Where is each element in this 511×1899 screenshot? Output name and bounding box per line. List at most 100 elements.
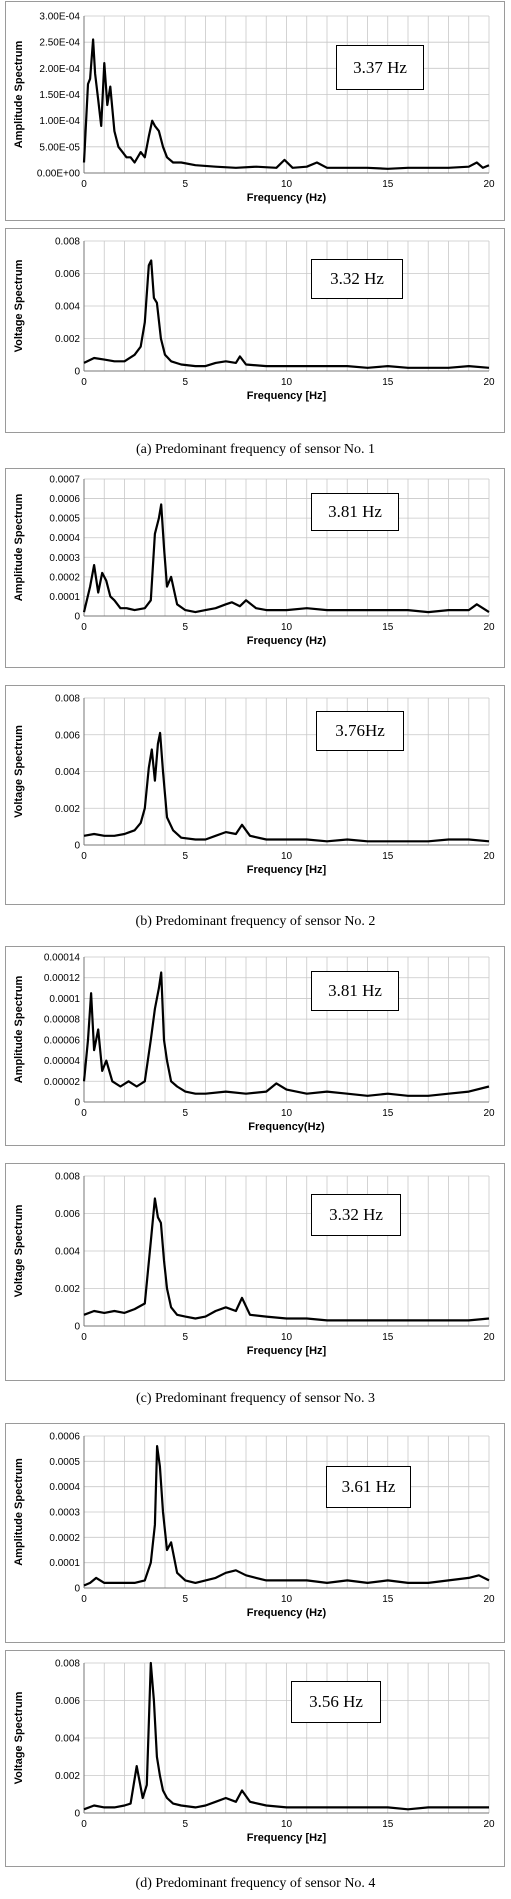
y-tick-label: 0.00004 (44, 1056, 81, 1067)
y-tick-label: 0.0005 (49, 1457, 80, 1468)
y-tick-label: 0.004 (55, 767, 80, 778)
x-tick-label: 10 (281, 851, 293, 862)
y-tick-label: 0 (74, 1098, 80, 1109)
chart-panel: 0.00E+00 5.00E-05 1.00E-04 1.50E-04 2.00E-04… (5, 1, 505, 221)
x-tick-label: 5 (182, 1819, 188, 1830)
x-tick-label: 15 (382, 622, 394, 633)
y-axis-title: Amplitude Spectrum (13, 41, 25, 149)
y-axis-title: Amplitude Spectrum (13, 976, 25, 1084)
y-axis-title: Voltage Spectrum (13, 1204, 25, 1297)
peak-frequency-label: 3.37 Hz (336, 45, 424, 90)
x-tick-label: 5 (182, 377, 188, 388)
peak-frequency-label: 3.32 Hz (311, 259, 403, 299)
y-tick-label: 0.0007 (49, 475, 80, 486)
chart-panel: 0 0.0001 0.0002 0.0003 0.0004 0.0005 0.0006 0 5 1… (5, 1423, 505, 1643)
x-axis-title: Frequency (Hz) (247, 192, 327, 204)
y-tick-label: 0.00E+00 (37, 169, 81, 180)
y-tick-label: 0.00014 (44, 953, 81, 964)
x-tick-label: 20 (483, 622, 495, 633)
x-tick-label: 20 (483, 377, 495, 388)
y-tick-label: 0.0002 (49, 572, 80, 583)
x-tick-label: 10 (281, 1594, 293, 1605)
chart-svg: 0 0.0001 0.0002 0.0003 0.0004 0.0005 0.0006 0.0… (13, 475, 495, 648)
caption-sensor-3: (c) Predominant frequency of sensor No. … (135, 1391, 376, 1406)
y-tick-label: 0.00008 (44, 1015, 81, 1026)
y-tick-label: 0.0001 (49, 1558, 80, 1569)
spectrum-series-line (83, 1445, 490, 1587)
y-tick-label: 0.006 (55, 1696, 80, 1707)
y-tick-label: 0.0005 (49, 514, 80, 525)
spectrum-series-line (82, 38, 490, 170)
chart-panel: 0 0.002 0.004 0.006 0.008 0 5 10 15 20 Frequency [… (5, 228, 505, 433)
spectrum-series-line (82, 503, 490, 614)
y-tick-label: 0.008 (55, 694, 80, 705)
y-tick-label: 0.008 (55, 1172, 80, 1183)
caption-sensor-1: (a) Predominant frequency of sensor No. … (135, 442, 376, 457)
x-tick-label: 5 (182, 1332, 188, 1343)
y-axis-title: Amplitude Spectrum (13, 1458, 25, 1566)
x-tick-label: 0 (81, 1332, 87, 1343)
chart-svg: 0 0.002 0.004 0.006 0.008 0 5 10 15 20 Frequency [… (13, 1172, 495, 1358)
x-axis-title: Frequency [Hz] (247, 390, 327, 402)
y-tick-label: 0.0003 (49, 553, 80, 564)
y-tick-label: 0 (74, 1322, 80, 1333)
y-tick-label: 0.004 (55, 1734, 80, 1745)
x-tick-label: 20 (483, 1594, 495, 1605)
y-tick-label: 0.0006 (49, 494, 80, 505)
x-tick-label: 20 (483, 179, 495, 190)
y-tick-label: 0.004 (55, 1247, 80, 1258)
y-tick-label: 0.004 (55, 302, 80, 313)
y-tick-label: 2.50E-04 (39, 38, 80, 49)
x-tick-label: 20 (483, 1332, 495, 1343)
peak-frequency-label: 3.81 Hz (311, 493, 399, 531)
x-tick-label: 0 (81, 622, 87, 633)
chart-svg: 0 0.002 0.004 0.006 0.008 0 5 10 15 20 Frequency [… (13, 237, 495, 403)
x-tick-label: 0 (81, 1594, 87, 1605)
spectrum-series-line (83, 731, 490, 843)
y-axis-title: Voltage Spectrum (13, 259, 25, 352)
peak-frequency-label: 3.81 Hz (311, 971, 399, 1011)
x-tick-label: 10 (281, 1819, 293, 1830)
y-tick-label: 0.00006 (44, 1035, 81, 1046)
y-tick-label: 0.002 (55, 334, 80, 345)
y-tick-label: 0 (74, 612, 80, 623)
chart-panel: 0 0.002 0.004 0.006 0.008 0 5 10 15 20 Frequency [… (5, 1163, 505, 1381)
x-tick-label: 15 (382, 179, 394, 190)
y-tick-label: 5.00E-05 (39, 142, 80, 153)
y-tick-label: 0.0004 (49, 1482, 80, 1493)
x-tick-label: 15 (382, 851, 394, 862)
x-tick-label: 20 (483, 1819, 495, 1830)
x-tick-label: 15 (382, 1594, 394, 1605)
y-tick-label: 1.50E-04 (39, 90, 80, 101)
y-tick-label: 0.006 (55, 730, 80, 741)
x-tick-label: 20 (483, 1108, 495, 1119)
x-tick-label: 15 (382, 377, 394, 388)
y-tick-label: 0.0004 (49, 533, 80, 544)
chart-svg: 0.00E+00 5.00E-05 1.00E-04 1.50E-04 2.00E-04… (13, 12, 495, 205)
x-axis-title: Frequency [Hz] (247, 1832, 327, 1844)
y-axis-title: Voltage Spectrum (13, 1691, 25, 1784)
peak-frequency-label: 3.56 Hz (291, 1681, 381, 1723)
y-tick-label: 0.00002 (44, 1077, 81, 1088)
x-axis-title: Frequency (Hz) (247, 1607, 327, 1619)
caption-sensor-4: (d) Predominant frequency of sensor No. … (135, 1876, 376, 1891)
x-tick-label: 5 (182, 1594, 188, 1605)
x-tick-label: 10 (281, 1108, 293, 1119)
x-tick-label: 0 (81, 179, 87, 190)
x-tick-label: 10 (281, 179, 293, 190)
y-tick-label: 0 (74, 1809, 80, 1820)
y-tick-label: 0.0001 (49, 592, 80, 603)
y-tick-label: 0.002 (55, 1284, 80, 1295)
y-tick-label: 0.00012 (44, 973, 81, 984)
chart-panel: 0 0.00002 0.00004 0.00006 0.00008 0.0001 0.000… (5, 946, 505, 1146)
x-tick-label: 5 (182, 622, 188, 633)
y-tick-label: 0 (74, 367, 80, 378)
chart-svg: 0 0.00002 0.00004 0.00006 0.00008 0.0001 0.000… (13, 953, 495, 1134)
spectrum-series-line (83, 259, 490, 369)
y-tick-label: 0 (74, 841, 80, 852)
chart-panel: 0 0.0001 0.0002 0.0003 0.0004 0.0005 0.0006 0.0… (5, 468, 505, 668)
x-tick-label: 0 (81, 1819, 87, 1830)
x-tick-label: 15 (382, 1108, 394, 1119)
y-tick-label: 2.00E-04 (39, 64, 80, 75)
